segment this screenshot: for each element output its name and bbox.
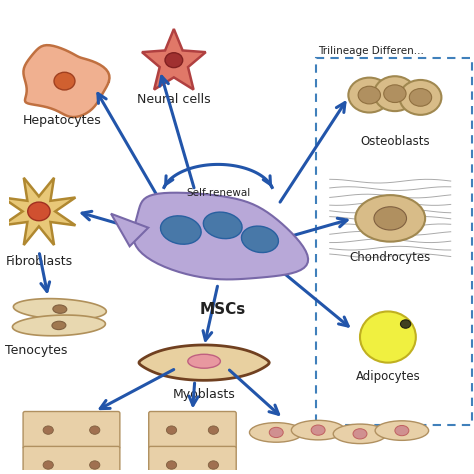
Ellipse shape bbox=[311, 425, 325, 435]
Ellipse shape bbox=[203, 212, 242, 238]
Text: Neural cells: Neural cells bbox=[137, 93, 210, 106]
Ellipse shape bbox=[384, 85, 406, 102]
Polygon shape bbox=[2, 178, 75, 245]
Ellipse shape bbox=[90, 461, 100, 469]
Ellipse shape bbox=[53, 305, 67, 313]
Ellipse shape bbox=[395, 426, 409, 436]
Ellipse shape bbox=[241, 226, 278, 253]
Ellipse shape bbox=[54, 72, 75, 90]
Text: Hepatocytes: Hepatocytes bbox=[23, 114, 101, 127]
Text: MSCs: MSCs bbox=[200, 302, 246, 317]
Ellipse shape bbox=[43, 461, 54, 469]
Ellipse shape bbox=[358, 86, 381, 104]
Ellipse shape bbox=[165, 53, 182, 68]
Ellipse shape bbox=[269, 428, 283, 438]
Ellipse shape bbox=[400, 80, 441, 115]
Ellipse shape bbox=[166, 426, 177, 434]
Ellipse shape bbox=[353, 428, 367, 439]
Ellipse shape bbox=[52, 321, 66, 329]
Text: Trilineage Differen...: Trilineage Differen... bbox=[318, 46, 424, 55]
Polygon shape bbox=[133, 193, 308, 280]
Ellipse shape bbox=[208, 461, 219, 469]
Ellipse shape bbox=[188, 354, 220, 368]
Text: Self-renewal: Self-renewal bbox=[186, 188, 250, 198]
Ellipse shape bbox=[28, 202, 50, 221]
Polygon shape bbox=[139, 345, 269, 380]
Ellipse shape bbox=[161, 216, 201, 244]
Ellipse shape bbox=[333, 424, 387, 444]
FancyBboxPatch shape bbox=[149, 447, 236, 474]
Text: Tenocytes: Tenocytes bbox=[5, 344, 68, 357]
Ellipse shape bbox=[348, 78, 390, 112]
Polygon shape bbox=[13, 299, 106, 319]
FancyBboxPatch shape bbox=[23, 411, 120, 449]
Polygon shape bbox=[111, 214, 148, 246]
Text: Myoblasts: Myoblasts bbox=[173, 388, 236, 401]
Text: Adipocytes: Adipocytes bbox=[356, 370, 420, 383]
Ellipse shape bbox=[249, 423, 303, 442]
Ellipse shape bbox=[166, 461, 177, 469]
Ellipse shape bbox=[43, 426, 54, 434]
Polygon shape bbox=[142, 29, 206, 90]
FancyBboxPatch shape bbox=[149, 411, 236, 449]
Ellipse shape bbox=[356, 195, 425, 242]
Text: Fibroblasts: Fibroblasts bbox=[5, 255, 73, 268]
Ellipse shape bbox=[90, 426, 100, 434]
Ellipse shape bbox=[360, 311, 416, 363]
Ellipse shape bbox=[374, 207, 407, 230]
Ellipse shape bbox=[375, 421, 428, 440]
Ellipse shape bbox=[401, 320, 410, 328]
Ellipse shape bbox=[374, 76, 416, 111]
Polygon shape bbox=[12, 315, 105, 336]
Polygon shape bbox=[23, 45, 109, 117]
Text: Osteoblasts: Osteoblasts bbox=[360, 135, 430, 147]
Ellipse shape bbox=[208, 426, 219, 434]
Text: Chondrocytes: Chondrocytes bbox=[350, 251, 431, 264]
Ellipse shape bbox=[292, 420, 345, 440]
FancyBboxPatch shape bbox=[23, 447, 120, 474]
Ellipse shape bbox=[410, 89, 432, 106]
